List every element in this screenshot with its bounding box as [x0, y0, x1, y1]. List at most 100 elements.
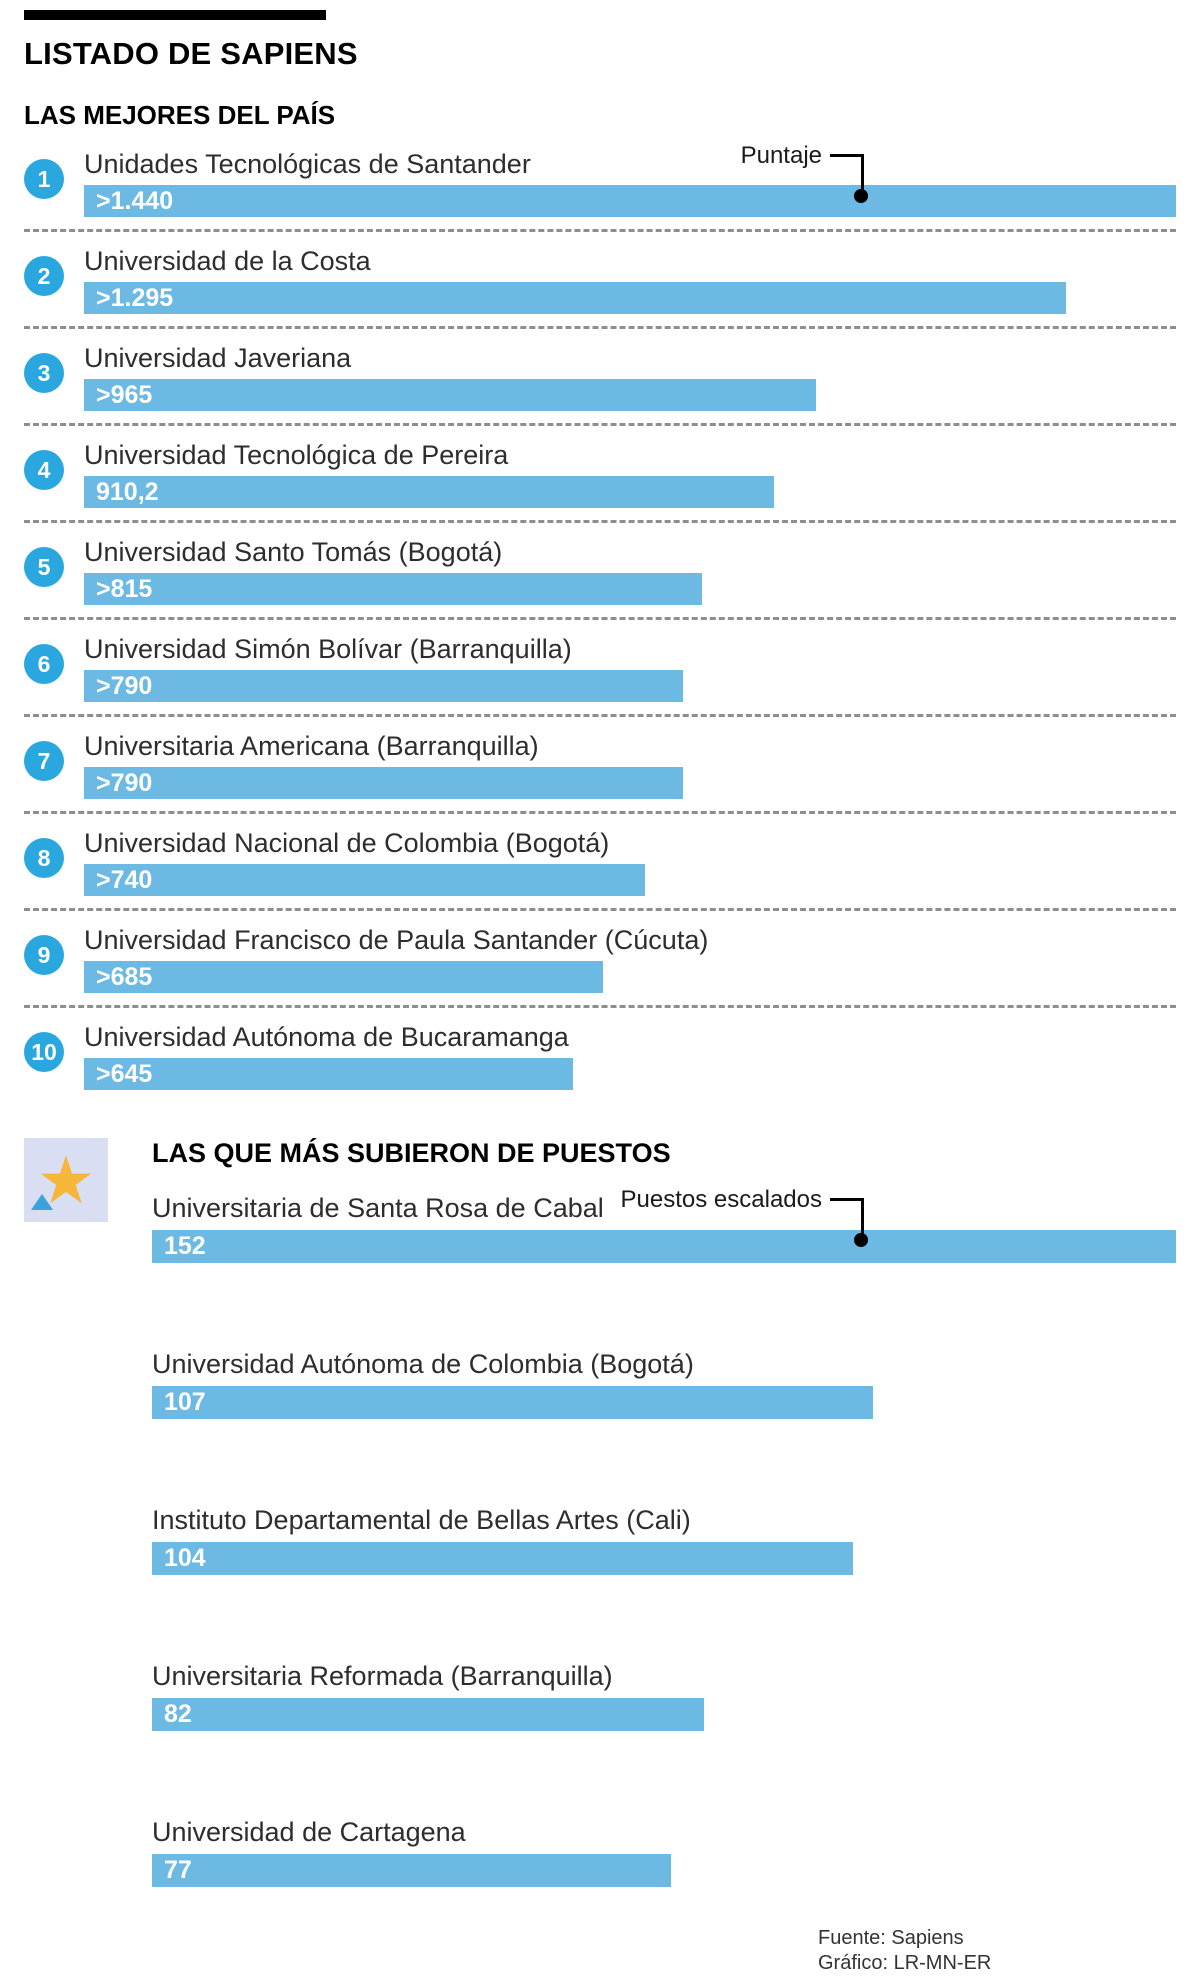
risers-section-title: LAS QUE MÁS SUBIERON DE PUESTOS: [152, 1138, 671, 1168]
ranking-row: 5 Universidad Santo Tomás (Bogotá) >815: [24, 535, 1176, 605]
row-body: Universitaria Americana (Barranquilla) >…: [84, 729, 1176, 799]
rank-badge: 7: [24, 741, 64, 781]
dashed-separator: [24, 423, 1176, 426]
positions-bar: 77: [152, 1854, 671, 1887]
riser-item: Universidad Autónoma de Colombia (Bogotá…: [152, 1347, 1176, 1419]
rank-badge: 10: [24, 1032, 64, 1072]
positions-bar: 82: [152, 1698, 705, 1731]
positions-value-label: 104: [164, 1544, 206, 1572]
row-body: Universidad Javeriana >965: [84, 341, 1176, 411]
dashed-separator: [24, 520, 1176, 523]
university-name: Instituto Departamental de Bellas Artes …: [152, 1505, 691, 1535]
rank-badge: 5: [24, 547, 64, 587]
callout-connector-icon: [830, 1198, 868, 1247]
ranking-list: 1 Unidades Tecnológicas de Santander >1.…: [24, 142, 1176, 1090]
dashed-separator: [24, 811, 1176, 814]
rank-badge: 1: [24, 159, 64, 199]
riser-item: Instituto Departamental de Bellas Artes …: [152, 1503, 1176, 1575]
triangle-icon: [31, 1194, 53, 1210]
university-name: Universidad Autónoma de Colombia (Bogotá…: [152, 1349, 694, 1379]
university-name: Universitaria Americana (Barranquilla): [84, 731, 539, 761]
positions-value-label: 82: [164, 1700, 192, 1728]
score-value-label: >645: [96, 1059, 153, 1088]
rank-badge: 4: [24, 450, 64, 490]
row-body: Universidad Francisco de Paula Santander…: [84, 923, 1176, 993]
risers-section: ★ LAS QUE MÁS SUBIERON DE PUESTOS Univer…: [24, 1138, 1176, 1887]
university-name: Universidad Tecnológica de Pereira: [84, 440, 509, 470]
university-name: Universitaria Reformada (Barranquilla): [152, 1661, 613, 1691]
score-value-label: >790: [96, 671, 153, 700]
university-name: Universitaria de Santa Rosa de Cabal: [152, 1193, 604, 1223]
riser-item: Universitaria de Santa Rosa de Cabal 152…: [152, 1186, 1176, 1263]
riser-item: Universitaria Reformada (Barranquilla) 8…: [152, 1659, 1176, 1731]
row-body: Universidad de la Costa >1.295: [84, 244, 1176, 314]
ranking-row: 8 Universidad Nacional de Colombia (Bogo…: [24, 826, 1176, 896]
rank-badge: 8: [24, 838, 64, 878]
dashed-separator: [24, 1005, 1176, 1008]
ranking-row: 9 Universidad Francisco de Paula Santand…: [24, 923, 1176, 993]
dashed-separator: [24, 617, 1176, 620]
university-name: Universidad Santo Tomás (Bogotá): [84, 537, 503, 567]
score-value-label: >685: [96, 962, 153, 991]
top-rule: [24, 10, 326, 20]
dashed-separator: [24, 326, 1176, 329]
riser-item: Universidad de Cartagena 77: [152, 1815, 1176, 1887]
ranking-row: 10 Universidad Autónoma de Bucaramanga >…: [24, 1020, 1176, 1090]
row-body: Universidad Tecnológica de Pereira 910,2: [84, 438, 1176, 508]
score-bar: >1.295: [84, 282, 1067, 314]
page-title: LISTADO DE SAPIENS: [24, 36, 358, 71]
callout-connector-icon: [830, 154, 868, 203]
score-value-label: >965: [96, 380, 153, 409]
row-body: Unidades Tecnológicas de Santander >1.44…: [84, 142, 1176, 217]
best-section-title: LAS MEJORES DEL PAÍS: [24, 100, 336, 130]
score-value-label: >815: [96, 574, 153, 603]
graphic-credit: Gráfico: LR-MN-ER: [818, 1952, 992, 1974]
rank-badge: 9: [24, 935, 64, 975]
positions-bar: 152: [152, 1230, 1176, 1263]
rank-badge: 3: [24, 353, 64, 393]
ranking-row: 2 Universidad de la Costa >1.295: [24, 244, 1176, 314]
ranking-row: 1 Unidades Tecnológicas de Santander >1.…: [24, 142, 1176, 217]
risers-content: LAS QUE MÁS SUBIERON DE PUESTOS Universi…: [152, 1138, 1176, 1887]
positions-value-label: 107: [164, 1388, 206, 1416]
puntaje-callout-label: Puntaje: [740, 142, 822, 169]
score-bar: 910,2: [84, 476, 775, 508]
star-icon: ★: [24, 1138, 108, 1222]
university-name: Universidad Autónoma de Bucaramanga: [84, 1022, 569, 1052]
positions-value-label: 152: [164, 1232, 206, 1260]
score-bar: >965: [84, 379, 816, 411]
rank-badge: 2: [24, 256, 64, 296]
score-value-label: >1.295: [96, 283, 174, 312]
score-bar: >815: [84, 573, 703, 605]
university-name: Universidad de la Costa: [84, 246, 371, 276]
score-bar: >790: [84, 670, 684, 702]
puntaje-callout: Puntaje: [740, 141, 868, 203]
row-body: Universidad Autónoma de Bucaramanga >645: [84, 1020, 1176, 1090]
puestos-callout: Puestos escalados: [620, 1185, 868, 1247]
score-value-label: 910,2: [96, 477, 159, 506]
university-name: Universidad Nacional de Colombia (Bogotá…: [84, 828, 610, 858]
positions-bar: 107: [152, 1386, 873, 1419]
score-bar: >1.440: [84, 185, 1176, 217]
row-body: Universidad Nacional de Colombia (Bogotá…: [84, 826, 1176, 896]
dashed-separator: [24, 229, 1176, 232]
university-name: Universidad Javeriana: [84, 343, 352, 373]
dashed-separator: [24, 908, 1176, 911]
university-name: Universidad Simón Bolívar (Barranquilla): [84, 634, 572, 664]
positions-value-label: 77: [164, 1856, 192, 1884]
positions-bar: 104: [152, 1542, 853, 1575]
puestos-callout-label: Puestos escalados: [620, 1186, 822, 1213]
ranking-row: 6 Universidad Simón Bolívar (Barranquill…: [24, 632, 1176, 702]
score-bar: >685: [84, 961, 604, 993]
ranking-row: 3 Universidad Javeriana >965: [24, 341, 1176, 411]
score-value-label: >790: [96, 768, 153, 797]
score-value-label: >740: [96, 865, 153, 894]
rank-badge: 6: [24, 644, 64, 684]
score-bar: >790: [84, 767, 684, 799]
score-bar: >645: [84, 1058, 574, 1090]
source-credit: Fuente: Sapiens: [818, 1927, 964, 1949]
ranking-row: 7 Universitaria Americana (Barranquilla)…: [24, 729, 1176, 799]
university-name: Unidades Tecnológicas de Santander: [84, 149, 531, 179]
score-bar: >740: [84, 864, 646, 896]
